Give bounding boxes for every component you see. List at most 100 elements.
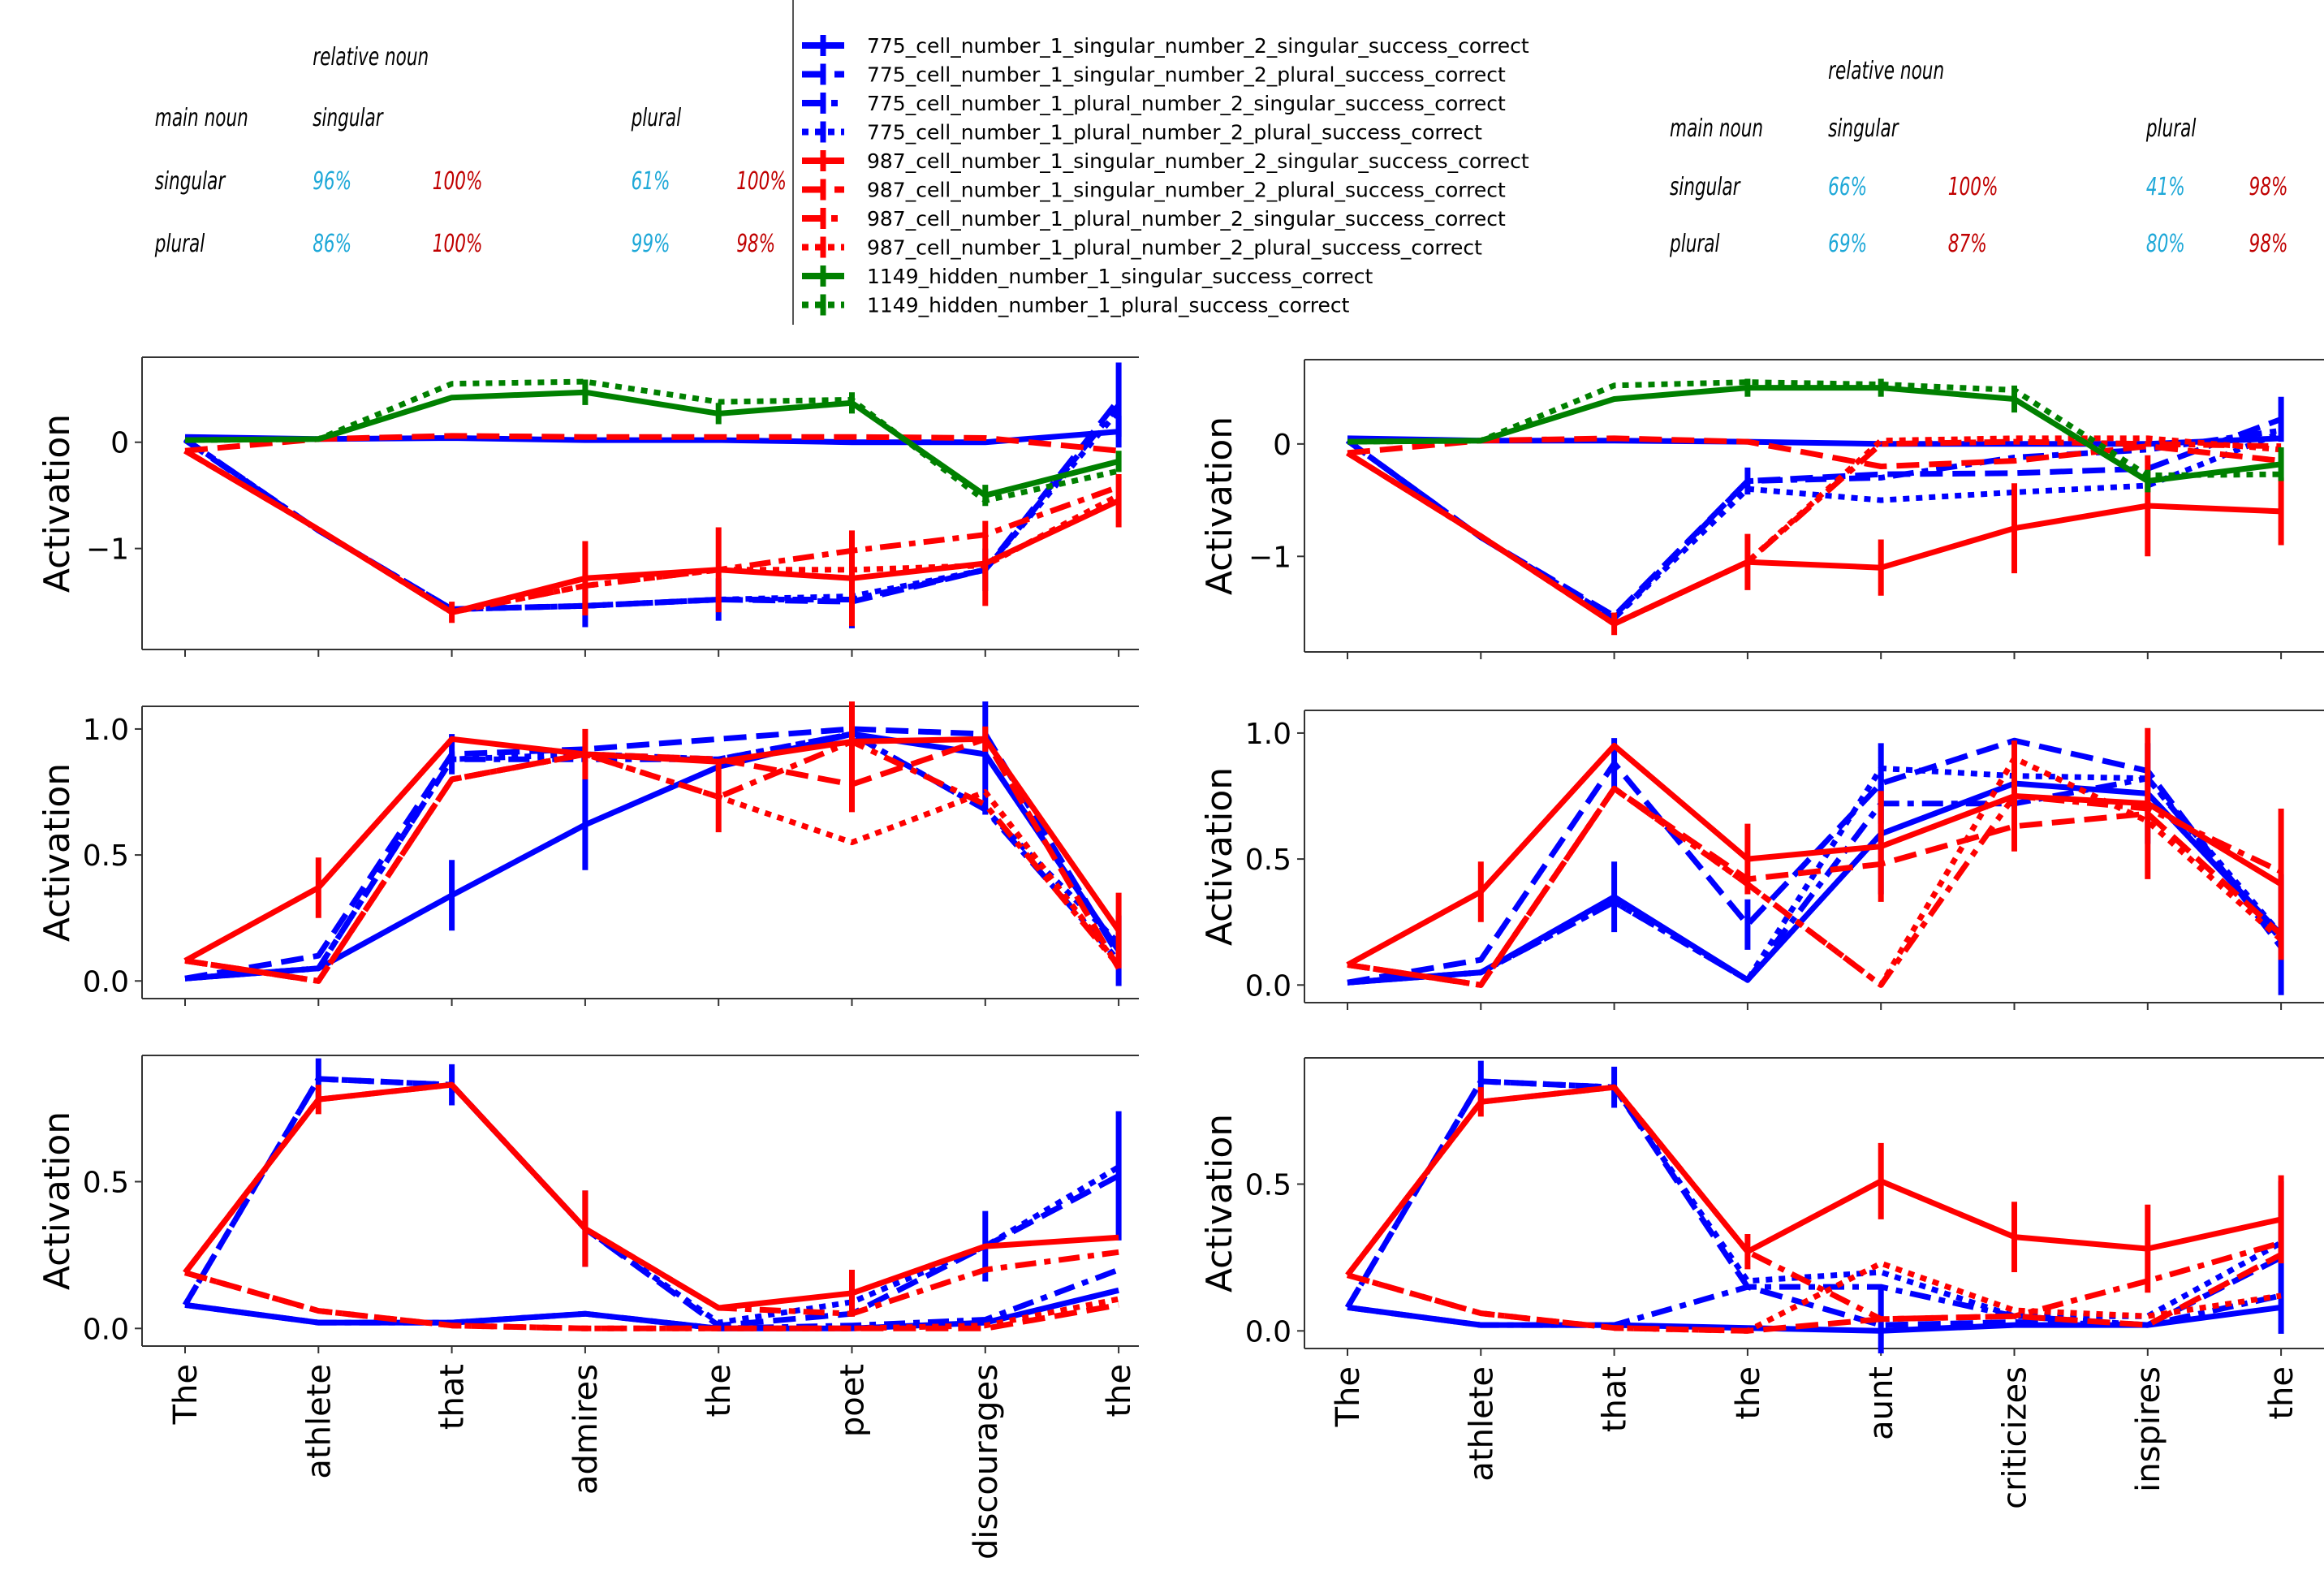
series-line <box>184 738 1121 984</box>
series-line <box>1347 379 2282 479</box>
table-header: relative noun <box>313 44 429 71</box>
table-cell: 87% <box>1948 231 1987 258</box>
table-cell: 100% <box>433 231 483 258</box>
table-col-label: singular <box>313 105 384 132</box>
y-tick-label: 0 <box>1273 429 1291 462</box>
x-tick-label: poet <box>834 1364 872 1437</box>
x-tick-label: The <box>1330 1366 1367 1427</box>
series-line <box>1346 435 2282 627</box>
y-axis-label: Activation <box>37 763 78 942</box>
table-cell: 96% <box>313 168 351 196</box>
series-group <box>1344 1060 2284 1353</box>
series-line <box>182 1076 1120 1329</box>
chart-legend: 775_cell_number_1_singular_number_2_sing… <box>792 0 1529 325</box>
legend-item: 987_cell_number_1_plural_number_2_plural… <box>802 236 1482 260</box>
legend-label: 775_cell_number_1_plural_number_2_plural… <box>867 121 1482 145</box>
table-header: relative noun <box>1828 58 1944 85</box>
series-line <box>1347 435 2282 469</box>
series-line <box>184 433 1119 454</box>
legend-label: 1149_hidden_number_1_plural_success_corr… <box>867 294 1350 317</box>
series-line <box>184 726 1122 982</box>
table-cell: 66% <box>1828 174 1867 201</box>
x-tick-label: inspires <box>2130 1366 2167 1492</box>
table-row-label: singular <box>155 168 226 196</box>
x-tick-label: athlete <box>300 1364 338 1479</box>
series-line <box>184 378 1119 504</box>
table-cell: 69% <box>1828 231 1867 258</box>
table-row-header: main noun <box>1670 115 1763 143</box>
x-tick-label: the <box>1730 1366 1767 1420</box>
series-line <box>183 736 1121 964</box>
y-tick-label: 1.0 <box>1245 718 1291 751</box>
table-cell: 99% <box>632 231 670 258</box>
series-line <box>183 448 1120 615</box>
chart-panel: −1 0 Activation <box>1199 359 2324 659</box>
series-group <box>182 1058 1122 1331</box>
legend-label: 987_cell_number_1_singular_number_2_sing… <box>867 149 1529 173</box>
table-cell: 98% <box>2249 174 2288 201</box>
y-tick-label: 0.5 <box>1245 1168 1291 1202</box>
series-line <box>182 1076 1120 1326</box>
table-row-header: main noun <box>155 105 248 132</box>
legend-item: 1149_hidden_number_1_plural_success_corr… <box>802 294 1350 317</box>
y-axis-label: Activation <box>37 1111 78 1290</box>
x-tick-label: the <box>1101 1364 1138 1418</box>
x-tick-label: that <box>1597 1366 1634 1432</box>
series-line <box>183 448 1120 615</box>
y-tick-label: 0.5 <box>83 1166 129 1199</box>
legend-item: 987_cell_number_1_singular_number_2_plur… <box>802 179 1506 202</box>
x-tick-label: admires <box>567 1364 605 1495</box>
series-line <box>1345 1084 2282 1277</box>
x-tick-label: that <box>434 1364 472 1430</box>
series-line <box>1347 385 2282 484</box>
table-cell: 86% <box>313 231 351 258</box>
table-cell: 100% <box>433 168 483 196</box>
series-line <box>1346 742 2283 968</box>
table-cell: 41% <box>2146 174 2185 201</box>
y-axis-label: Activation <box>37 414 78 593</box>
series-line <box>1347 1252 2283 1334</box>
legend-item: 775_cell_number_1_singular_number_2_sing… <box>802 34 1529 58</box>
legend-label: 987_cell_number_1_singular_number_2_plur… <box>867 179 1506 202</box>
series-line <box>183 398 1121 612</box>
y-tick-label: −1 <box>86 533 129 567</box>
table-col-label: plural <box>631 105 682 132</box>
table-cell: 61% <box>632 168 670 196</box>
legend-item: 987_cell_number_1_plural_number_2_singul… <box>802 207 1506 231</box>
y-tick-label: 0.0 <box>1245 969 1291 1003</box>
table-cell: 98% <box>2249 231 2288 258</box>
series-line <box>184 731 1121 982</box>
legend-label: 775_cell_number_1_singular_number_2_sing… <box>867 34 1529 58</box>
y-tick-label: 0 <box>110 427 129 460</box>
series-line <box>183 1081 1119 1317</box>
legend-label: 987_cell_number_1_plural_number_2_plural… <box>867 236 1482 260</box>
series-line <box>184 429 1119 446</box>
series-line <box>1345 429 2283 621</box>
y-axis-label: Activation <box>1199 767 1240 946</box>
y-tick-label: 0.0 <box>83 1313 129 1346</box>
table-cell: 100% <box>1948 174 1998 201</box>
y-axis-label: Activation <box>1199 416 1240 595</box>
table-row-label: plural <box>154 231 205 258</box>
table-col-label: singular <box>1828 115 1899 143</box>
legend-item: 775_cell_number_1_plural_number_2_plural… <box>802 121 1482 145</box>
series-line <box>184 1267 1120 1331</box>
accuracy-tables: relative noun main noun singular plural … <box>154 44 2288 258</box>
chart-panel: −1 0 Activation <box>37 356 1139 657</box>
table-cell: 100% <box>736 168 787 196</box>
series-line <box>184 751 1121 984</box>
series-line <box>184 1270 1119 1331</box>
x-tick-label: the <box>2263 1366 2300 1420</box>
y-tick-label: 0.5 <box>83 839 129 873</box>
legend-item: 1149_hidden_number_1_singular_success_co… <box>802 265 1373 288</box>
y-tick-label: 0.0 <box>83 965 129 999</box>
y-tick-label: −1 <box>1248 541 1291 574</box>
series-group <box>1346 727 2284 995</box>
legend-item: 987_cell_number_1_singular_number_2_sing… <box>802 149 1529 173</box>
table-cell: 80% <box>2146 231 2185 258</box>
